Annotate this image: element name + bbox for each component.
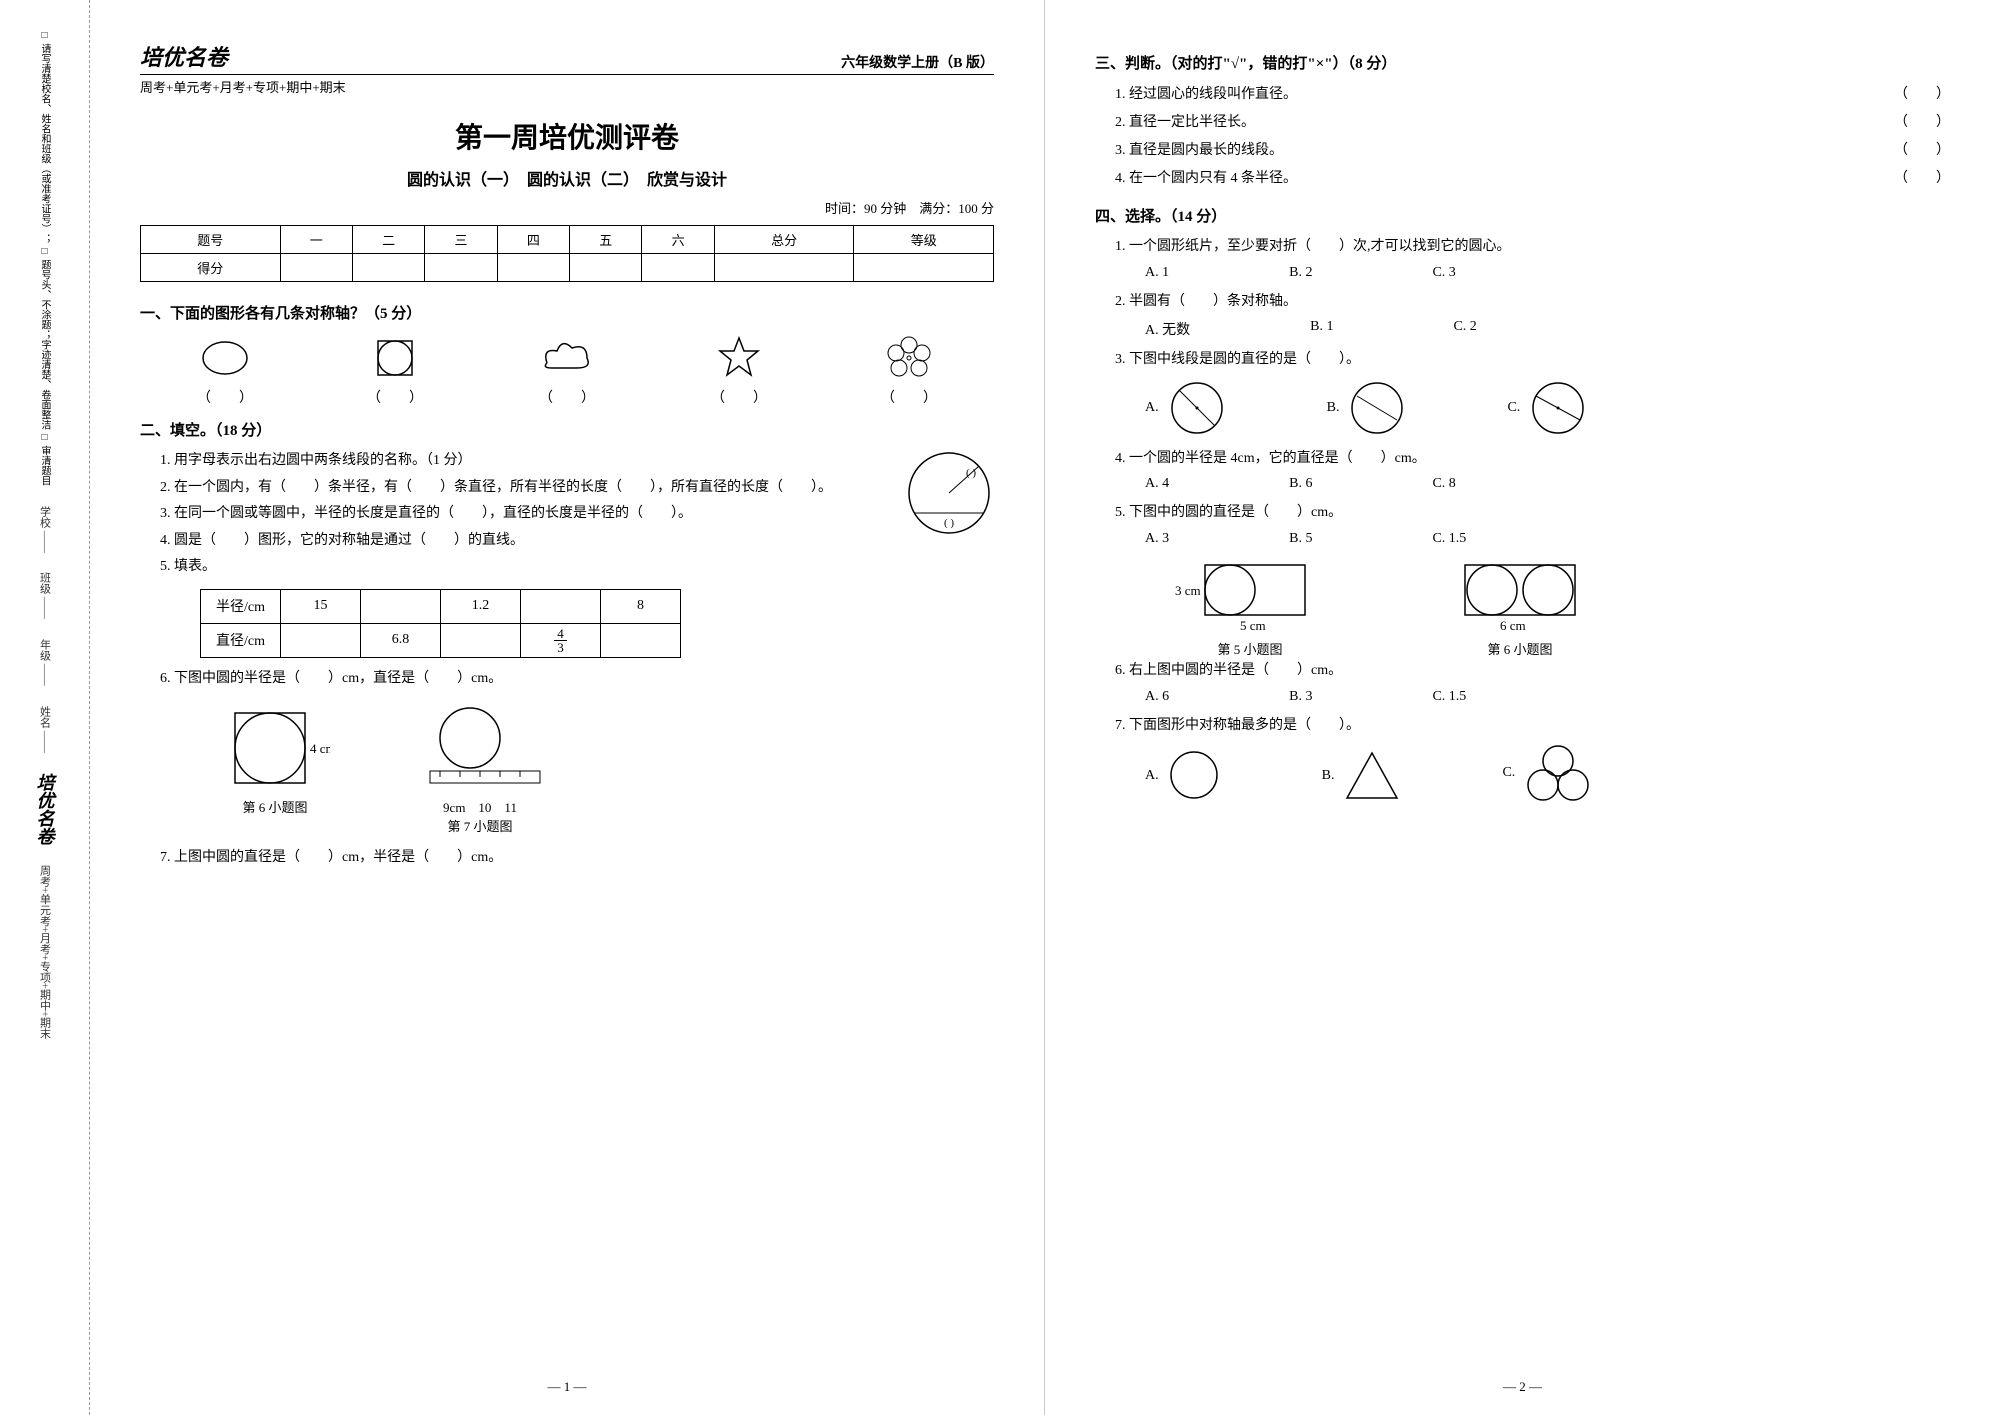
score-col: 总分 — [714, 226, 854, 254]
fig-row-p1: 4 cm 第 6 小题图 9cm 10 11 第 7 小题图 — [220, 703, 994, 835]
time-score: 时间：90 分钟 满分：100 分 — [140, 198, 994, 217]
binding-field-school: 学校 —— — [37, 506, 53, 553]
diameter-a-icon — [1167, 378, 1227, 438]
symmetry-shapes: （ ） （ ） （ ） （ ） （ ） — [140, 333, 994, 407]
q4-5-opts: A. 3B. 5C. 1.5 — [1145, 531, 1950, 547]
oval-icon — [200, 333, 250, 383]
judge-3: 3. 直径是圆内最长的线段。（ ） — [1115, 137, 1950, 165]
circle-ruler-icon — [410, 703, 550, 793]
section3-title: 三、判断。（对的打"√"，错的打"×"）（8 分） — [1095, 52, 1950, 73]
square-circle-icon — [370, 333, 420, 383]
svg-text:3 cm: 3 cm — [1175, 583, 1201, 598]
fill-row2-label: 直径/cm — [201, 623, 281, 657]
sub-header: 周考+单元考+月考+专项+期中+期末 — [140, 77, 994, 96]
q2-7: 7. 上图中圆的直径是（ ）cm，半径是（ ）cm。 — [160, 845, 994, 872]
q4-4: 4. 一个圆的半径是 4cm，它的直径是（ ）cm。 — [1115, 446, 1950, 473]
svg-text:4 cm: 4 cm — [310, 741, 330, 756]
score-col: 六 — [642, 226, 714, 254]
diameter-b-icon — [1347, 378, 1407, 438]
binding-logo: 培优名卷 — [32, 773, 58, 845]
q2-3: 3. 在同一个圆或等圆中，半径的长度是直径的（ ），直径的长度是半径的（ ）。 — [160, 501, 994, 528]
q4-4-opts: A. 4B. 6C. 8 — [1145, 476, 1950, 492]
score-col: 题号 — [141, 226, 281, 254]
svg-text:5 cm: 5 cm — [1240, 618, 1266, 633]
judge-4: 4. 在一个圆内只有 4 条半径。（ ） — [1115, 165, 1950, 193]
fig-caption: 第 6 小题图 — [1445, 639, 1595, 658]
fig-caption: 第 5 小题图 — [1175, 639, 1325, 658]
q4-3-opts: A. B. C. — [1145, 378, 1950, 438]
header: 培优名卷 六年级数学上册（B 版） — [140, 40, 994, 75]
q2-6: 6. 下图中圆的半径是（ ）cm，直径是（ ）cm。 — [160, 666, 994, 693]
binding-field-name: 姓名 —— — [37, 706, 53, 753]
blank: （ ） — [197, 391, 253, 406]
blank: （ ） — [881, 391, 937, 406]
score-col: 一 — [280, 226, 352, 254]
section2-title: 二、填空。（18 分） — [140, 419, 994, 440]
rect-circle-5-icon: 3 cm 5 cm — [1175, 555, 1325, 635]
section4-title: 四、选择。（14 分） — [1095, 205, 1950, 226]
svg-text:6 cm: 6 cm — [1500, 618, 1526, 633]
q4-1: 1. 一个圆形纸片，至少要对折（ ）次,才可以找到它的圆心。 — [1115, 234, 1950, 261]
blank: （ ） — [539, 391, 595, 406]
rect-2circles-icon: 6 cm — [1445, 555, 1595, 635]
star-icon — [714, 333, 764, 383]
score-table: 题号 一 二 三 四 五 六 总分 等级 得分 — [140, 225, 994, 282]
three-circles-icon — [1523, 743, 1593, 803]
grade-info: 六年级数学上册（B 版） — [841, 52, 994, 72]
q4-7-opts: A. B. C. — [1145, 743, 1950, 803]
cloud-icon — [537, 333, 597, 383]
q4-2-opts: A. 无数B. 1C. 2 — [1145, 319, 1950, 339]
page-number-2: — 2 — — [1503, 1379, 1542, 1395]
page-number-1: — 1 — — [548, 1379, 587, 1395]
q4-3: 3. 下图中线段是圆的直径的是（ ）。 — [1115, 347, 1950, 374]
fig-pair-q5q6: 3 cm 5 cm 第 5 小题图 6 cm 第 6 小题图 — [1175, 555, 1950, 658]
fill-row1-label: 半径/cm — [201, 589, 281, 623]
circle-icon — [1167, 748, 1222, 803]
fraction-cell: 43 — [521, 623, 601, 657]
svg-text:( ): ( ) — [966, 467, 976, 479]
score-col: 二 — [352, 226, 424, 254]
section1-title: 一、下面的图形各有几条对称轴？（5 分） — [140, 302, 994, 323]
score-col: 四 — [497, 226, 569, 254]
page-2: 三、判断。（对的打"√"，错的打"×"）（8 分） 1. 经过圆心的线段叫作直径… — [1045, 0, 2000, 1415]
fig-caption: 第 7 小题图 — [410, 816, 550, 835]
page-1: 培优名卷 六年级数学上册（B 版） 周考+单元考+月考+专项+期中+期末 第一周… — [90, 0, 1045, 1415]
score-col: 五 — [570, 226, 642, 254]
blank: （ ） — [367, 391, 423, 406]
q2-1: 1. 用字母表示出右边圆中两条线段的名称。（1 分） — [160, 448, 994, 475]
q2-5: 5. 填表。 — [160, 554, 994, 581]
logo: 培优名卷 — [140, 40, 228, 72]
q4-1-opts: A. 1B. 2C. 3 — [1145, 265, 1950, 281]
q4-6-opts: A. 6B. 3C. 1.5 — [1145, 689, 1950, 705]
q4-7: 7. 下面图形中对称轴最多的是（ ）。 — [1115, 713, 1950, 740]
q4-5: 5. 下图中的圆的直径是（ ）cm。 — [1115, 500, 1950, 527]
judge-1: 1. 经过圆心的线段叫作直径。（ ） — [1115, 81, 1950, 109]
main-title: 第一周培优测评卷 — [140, 116, 994, 156]
judge-2: 2. 直径一定比半径长。（ ） — [1115, 109, 1950, 137]
score-col: 三 — [425, 226, 497, 254]
binding-logo-sub: 周考+单元考+月考+专项+期中+期末 — [37, 865, 53, 1039]
binding-field-class: 班级 —— — [37, 572, 53, 619]
triangle-icon — [1342, 748, 1402, 803]
flower-icon — [884, 333, 934, 383]
score-row-label: 得分 — [141, 254, 281, 282]
q2-2: 2. 在一个圆内，有（ ）条半径，有（ ）条直径，所有半径的长度（ ），所有直径… — [160, 475, 994, 502]
square-inscribed-circle-icon: 4 cm — [220, 703, 330, 793]
score-col: 等级 — [854, 226, 994, 254]
fill-table: 半径/cm 15 1.2 8 直径/cm 6.8 43 — [200, 589, 681, 658]
binding-field-grade: 年级 —— — [37, 639, 53, 686]
subtitle: 圆的认识（一） 圆的认识（二） 欣赏与设计 — [140, 166, 994, 190]
diameter-c-icon — [1528, 378, 1588, 438]
q4-2: 2. 半圆有（ ）条对称轴。 — [1115, 289, 1950, 316]
ruler-label: 9cm 10 11 — [410, 797, 550, 816]
q4-6: 6. 右上图中圆的半径是（ ）cm。 — [1115, 658, 1950, 685]
fig-caption: 第 6 小题图 — [220, 797, 330, 816]
q2-4: 4. 圆是（ ）图形，它的对称轴是通过（ ）的直线。 — [160, 528, 994, 555]
binding-edge: □ 请写清楚校名、姓名和班级（或准考证号）； □ 题号头、不涂题；字迹清楚、卷面… — [0, 0, 90, 1415]
binding-checkboxes: □ 请写清楚校名、姓名和班级（或准考证号）； □ 题号头、不涂题；字迹清楚、卷面… — [37, 30, 52, 486]
blank: （ ） — [711, 391, 767, 406]
circle-segments-icon: ( ) ( ) — [904, 448, 994, 538]
svg-text:( ): ( ) — [944, 517, 954, 529]
